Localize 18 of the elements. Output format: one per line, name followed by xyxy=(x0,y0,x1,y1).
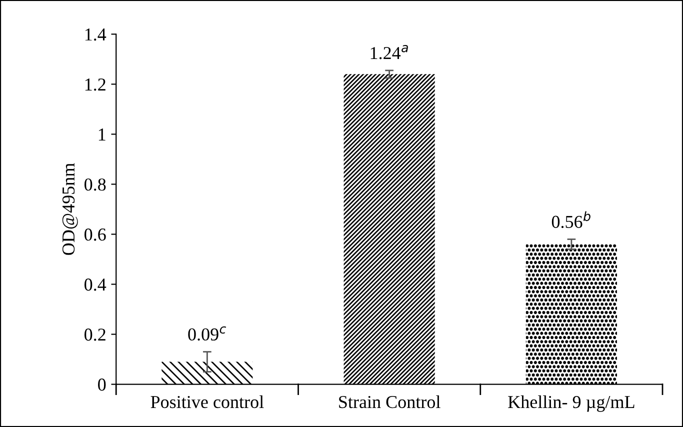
y-tick-label: 0.4 xyxy=(84,278,106,291)
x-tick-label: Khellin- 9 µg/mL xyxy=(508,395,634,412)
x-tick-label: Positive control xyxy=(150,395,264,408)
y-tick-label: 1 xyxy=(98,128,106,140)
data-label: 0.56$^{b}$ xyxy=(552,211,590,228)
data-label: 1.24$^{a}$ xyxy=(370,44,408,60)
y-tick-label: 1.2 xyxy=(85,78,106,91)
y-tick-label: 0.6 xyxy=(84,228,106,241)
y-tick-label: 0 xyxy=(98,378,106,391)
bar xyxy=(526,244,617,384)
y-tick-label: 1.4 xyxy=(85,28,106,41)
bar xyxy=(162,362,253,384)
y-axis-title: OD@495nm xyxy=(62,163,78,255)
x-tick-label: Strain Control xyxy=(339,395,440,408)
data-label: 0.09$^{c}$ xyxy=(188,326,226,341)
y-tick-label: 0.2 xyxy=(84,328,106,341)
y-tick-label: 0.8 xyxy=(84,178,106,191)
bar xyxy=(344,74,435,384)
